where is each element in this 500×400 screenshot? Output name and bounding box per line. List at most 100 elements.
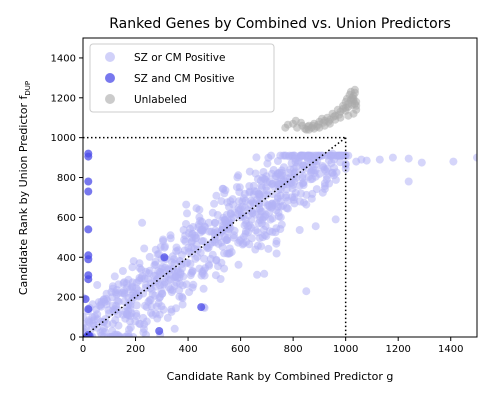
data-point [140, 244, 149, 253]
data-point [404, 154, 413, 163]
data-point [220, 249, 229, 258]
data-point [105, 309, 113, 318]
data-point [272, 249, 281, 258]
data-point [163, 313, 172, 322]
data-point [317, 151, 326, 160]
data-point [114, 321, 123, 330]
y-tick-label: 1000 [51, 133, 76, 144]
data-point [147, 308, 155, 317]
data-point [232, 183, 241, 192]
data-point [85, 318, 94, 327]
data-point [350, 88, 359, 97]
data-point [178, 281, 187, 290]
data-point [83, 295, 90, 304]
data-point [248, 209, 257, 218]
data-point [302, 287, 311, 296]
data-point [129, 333, 138, 337]
data-point [341, 164, 350, 173]
y-tick-label: 800 [57, 173, 76, 184]
data-point [312, 185, 321, 194]
data-point [217, 197, 226, 206]
x-tick-label: 200 [126, 344, 145, 355]
data-point [290, 193, 299, 202]
data-point [283, 196, 292, 205]
data-point [238, 202, 247, 211]
data-point [244, 228, 253, 236]
data-point [145, 252, 154, 261]
data-point [84, 305, 93, 314]
data-point [199, 284, 208, 293]
data-point [170, 324, 179, 333]
data-point [90, 312, 99, 321]
y-axis-title-subscript: DUP [24, 81, 32, 96]
data-point [269, 201, 278, 209]
chart-title: Ranked Genes by Combined vs. Union Predi… [109, 16, 451, 32]
data-point [268, 214, 277, 223]
data-point [180, 246, 189, 255]
data-point [291, 154, 300, 163]
data-point [167, 288, 176, 297]
data-point [264, 244, 273, 253]
legend-box [89, 43, 275, 113]
data-point [388, 153, 397, 162]
data-point [151, 291, 160, 300]
data-point [84, 177, 93, 186]
data-point [375, 155, 384, 164]
data-point [131, 317, 140, 326]
data-point [329, 112, 338, 121]
data-point [330, 164, 339, 172]
data-point [158, 289, 167, 298]
data-point [220, 189, 229, 198]
data-point [160, 253, 169, 262]
data-point [322, 175, 331, 184]
y-tick-label: 200 [57, 293, 76, 304]
data-point [192, 233, 201, 242]
data-point [159, 280, 168, 289]
data-point [145, 296, 154, 305]
data-point [183, 209, 191, 218]
data-point [126, 323, 135, 332]
data-point [335, 151, 344, 160]
data-point [221, 216, 230, 225]
data-point [300, 161, 309, 170]
data-point [311, 222, 320, 231]
x-axis-title: Candidate Rank by Combined Predictor g [167, 370, 394, 383]
data-point [268, 179, 277, 188]
data-point [205, 261, 214, 270]
data-point [259, 213, 268, 222]
data-point [233, 173, 242, 182]
data-point [263, 201, 272, 210]
data-point [217, 258, 226, 267]
reference-line-1 [83, 137, 347, 337]
data-point [279, 163, 288, 172]
data-point [283, 204, 292, 213]
y-tick-label: 400 [57, 253, 76, 264]
data-point [131, 291, 140, 300]
data-point [139, 313, 148, 322]
data-point [308, 160, 317, 168]
data-point [94, 298, 103, 307]
x-tick-label: 0 [80, 344, 86, 355]
data-point [119, 279, 128, 288]
data-point [276, 225, 285, 233]
points-layer [83, 85, 477, 337]
data-point [93, 281, 102, 289]
legend-label: SZ and CM Positive [134, 73, 235, 85]
data-point [185, 288, 194, 297]
data-point [293, 123, 302, 132]
legend-label: SZ or CM Positive [134, 52, 225, 64]
data-point [307, 194, 316, 203]
legend-marker [105, 73, 115, 83]
data-point [156, 269, 165, 278]
data-point [255, 192, 264, 201]
data-point [204, 218, 213, 227]
data-point [84, 275, 93, 284]
y-axis: 0 200 400 600 800 1000 1200 1400 [51, 53, 83, 344]
x-tick-label: 1400 [438, 344, 463, 355]
data-point [328, 149, 337, 158]
data-point [84, 187, 93, 196]
data-point [129, 257, 138, 266]
data-point [341, 106, 350, 115]
data-point [199, 237, 208, 246]
data-point [84, 225, 93, 234]
